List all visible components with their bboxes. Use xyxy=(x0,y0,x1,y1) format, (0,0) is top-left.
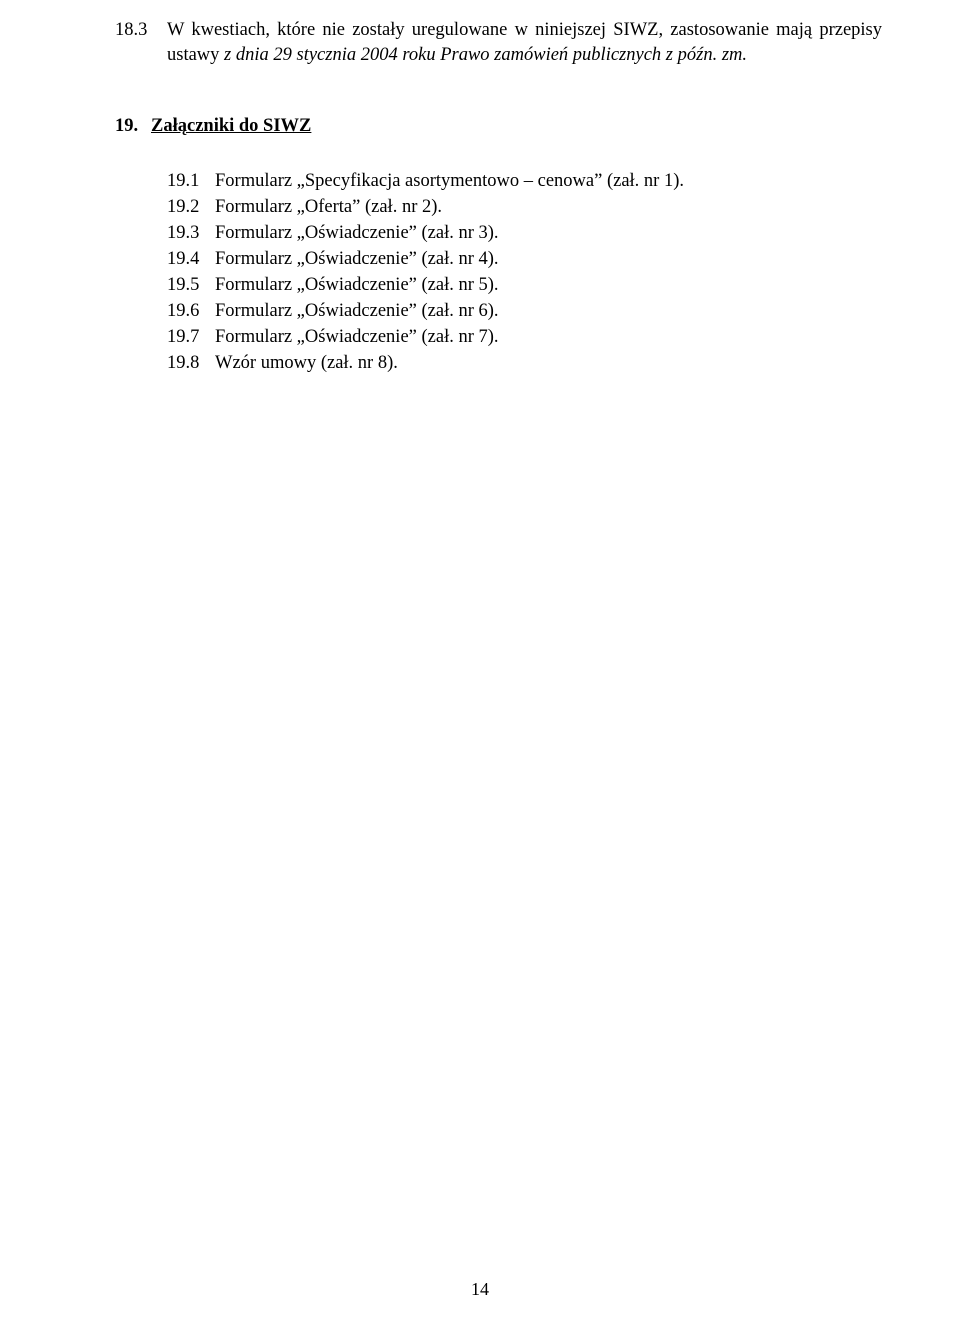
document-page: 18.3 W kwestiach, które nie zostały ureg… xyxy=(0,0,960,1319)
list-item: 19.5 Formularz „Oświadczenie” (zał. nr 5… xyxy=(167,273,882,298)
item-label: Formularz „Oświadczenie” (zał. nr 3). xyxy=(215,221,882,246)
item-number: 19.7 xyxy=(167,325,215,350)
item-label: Formularz „Specyfikacja asortymentowo – … xyxy=(215,169,882,194)
item-number: 19.8 xyxy=(167,351,215,376)
paragraph-number: 18.3 xyxy=(115,18,167,43)
item-number: 19.4 xyxy=(167,247,215,272)
section-title: Załączniki do SIWZ xyxy=(151,114,311,139)
item-label: Formularz „Oświadczenie” (zał. nr 7). xyxy=(215,325,882,350)
list-item: 19.4 Formularz „Oświadczenie” (zał. nr 4… xyxy=(167,247,882,272)
paragraph-text: W kwestiach, które nie zostały uregulowa… xyxy=(167,18,882,68)
list-item: 19.1 Formularz „Specyfikacja asortymento… xyxy=(167,169,882,194)
list-item: 19.8 Wzór umowy (zał. nr 8). xyxy=(167,351,882,376)
item-label: Formularz „Oświadczenie” (zał. nr 5). xyxy=(215,273,882,298)
item-number: 19.5 xyxy=(167,273,215,298)
item-label: Formularz „Oświadczenie” (zał. nr 6). xyxy=(215,299,882,324)
list-item: 19.2 Formularz „Oferta” (zał. nr 2). xyxy=(167,195,882,220)
list-item: 19.7 Formularz „Oświadczenie” (zał. nr 7… xyxy=(167,325,882,350)
item-number: 19.1 xyxy=(167,169,215,194)
section-heading-19: 19. Załączniki do SIWZ xyxy=(115,114,882,139)
item-number: 19.6 xyxy=(167,299,215,324)
item-label: Wzór umowy (zał. nr 8). xyxy=(215,351,882,376)
paragraph-18-3: 18.3 W kwestiach, które nie zostały ureg… xyxy=(115,18,882,68)
item-number: 19.3 xyxy=(167,221,215,246)
paragraph-text-italic: z dnia 29 stycznia 2004 roku Prawo zamów… xyxy=(224,45,747,65)
list-item: 19.3 Formularz „Oświadczenie” (zał. nr 3… xyxy=(167,221,882,246)
page-number: 14 xyxy=(0,1277,960,1301)
attachments-list: 19.1 Formularz „Specyfikacja asortymento… xyxy=(167,169,882,376)
section-number: 19. xyxy=(115,114,151,139)
item-label: Formularz „Oświadczenie” (zał. nr 4). xyxy=(215,247,882,272)
item-number: 19.2 xyxy=(167,195,215,220)
list-item: 19.6 Formularz „Oświadczenie” (zał. nr 6… xyxy=(167,299,882,324)
item-label: Formularz „Oferta” (zał. nr 2). xyxy=(215,195,882,220)
